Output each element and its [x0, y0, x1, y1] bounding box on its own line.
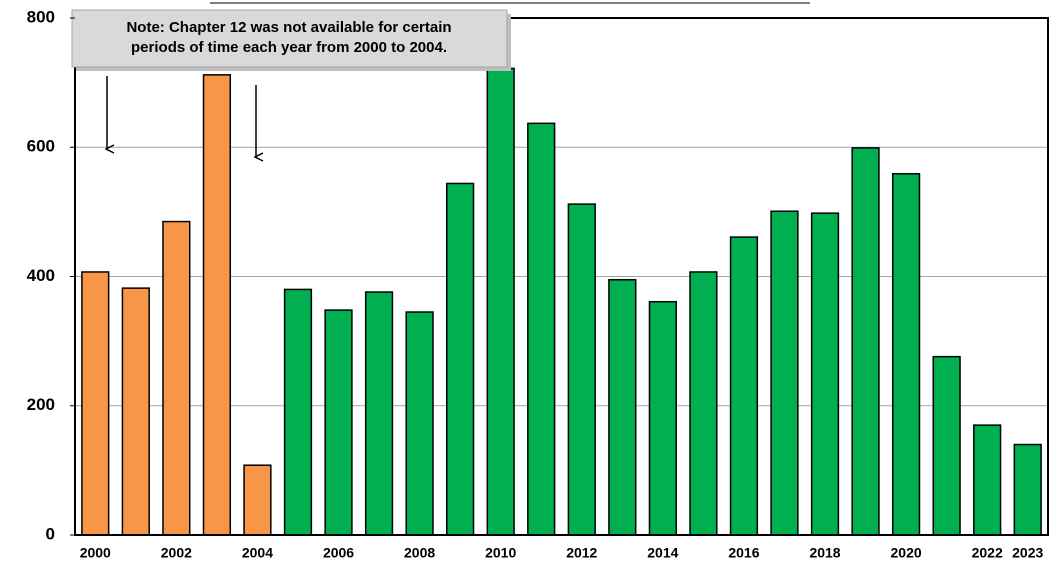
bar	[527, 122, 556, 536]
bar	[486, 67, 515, 536]
x-tick-label: 2018	[809, 545, 840, 561]
bar	[364, 291, 394, 536]
x-tick-label: 2016	[728, 545, 759, 561]
x-tick-label: 2000	[80, 545, 111, 561]
bar	[770, 210, 799, 536]
x-tick-label: 2014	[647, 545, 678, 561]
bar	[121, 287, 150, 536]
bar	[891, 172, 921, 536]
y-tick-label: 600	[27, 137, 55, 156]
bar	[973, 424, 1002, 536]
x-tick-label: 2006	[323, 545, 354, 561]
bar	[567, 203, 596, 536]
bar	[689, 271, 718, 536]
bar	[851, 147, 880, 536]
bar	[446, 182, 475, 536]
bar	[405, 311, 434, 536]
x-tick-label: 2010	[485, 545, 516, 561]
note-text: periods of time each year from 2000 to 2…	[131, 39, 447, 56]
bar	[243, 464, 272, 536]
y-tick-label: 0	[46, 524, 55, 543]
x-tick-label: 2020	[891, 545, 922, 561]
x-tick-label: 2022	[972, 545, 1003, 561]
x-tick-label: 2008	[404, 545, 435, 561]
note-text: Note: Chapter 12 was not available for c…	[126, 19, 451, 36]
bar	[202, 74, 232, 536]
bar	[162, 220, 191, 536]
bar	[1013, 443, 1042, 536]
bar	[608, 278, 637, 536]
x-tick-label: 2012	[566, 545, 597, 561]
x-tick-label: 2002	[161, 545, 192, 561]
x-tick-label: 2023	[1012, 545, 1043, 561]
bar	[283, 288, 313, 536]
bar	[810, 212, 840, 536]
y-tick-label: 800	[27, 7, 55, 26]
bars	[81, 67, 1042, 536]
bar	[81, 271, 110, 536]
x-tick-label: 2004	[242, 545, 273, 561]
y-tick-label: 400	[27, 266, 55, 285]
bar	[324, 309, 353, 536]
bar	[648, 300, 677, 536]
note-box	[71, 9, 508, 68]
bar	[729, 236, 759, 536]
bar	[932, 355, 961, 536]
y-tick-label: 200	[27, 395, 55, 414]
